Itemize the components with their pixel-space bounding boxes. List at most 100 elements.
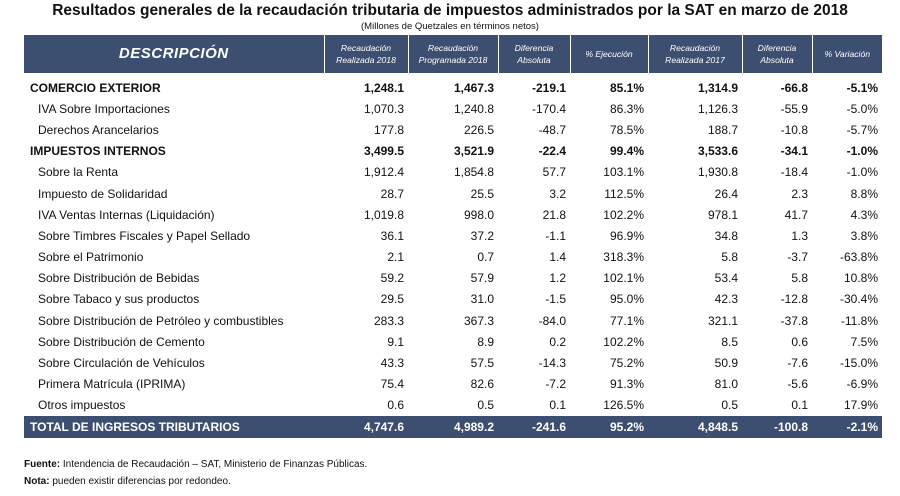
row-rec-2017: 26.4 bbox=[714, 186, 738, 201]
row-variacion: -30.4% bbox=[839, 292, 878, 307]
row-dif-1: -1.5 bbox=[545, 292, 566, 307]
row-dif-1: -14.3 bbox=[538, 356, 566, 371]
row-prog-2018: 367.3 bbox=[463, 313, 494, 328]
row-desc: Sobre Timbres Fiscales y Papel Sellado bbox=[38, 228, 251, 243]
row-desc: Sobre Distribución de Cemento bbox=[38, 334, 205, 349]
row-rec-2018: 1,248.1 bbox=[363, 80, 404, 95]
row-prog-2018: 57.5 bbox=[470, 356, 494, 371]
row-desc: Otros impuestos bbox=[38, 398, 126, 413]
rounding-note: Nota: pueden existir diferencias por red… bbox=[24, 476, 231, 487]
row-rec-2018: 2.1 bbox=[387, 250, 404, 265]
row-dif-2: -66.8 bbox=[780, 80, 808, 95]
row-prog-2018: 37.2 bbox=[470, 228, 494, 243]
header-descripcion: DESCRIPCIÓN bbox=[24, 35, 324, 73]
row-desc: Sobre la Renta bbox=[38, 165, 119, 180]
row-rec-2018: 283.3 bbox=[373, 313, 404, 328]
row-dif-2: 41.7 bbox=[784, 207, 808, 222]
row-dif-1: 0.1 bbox=[549, 398, 566, 413]
table-row: Sobre la Renta 1,912.4 1,854.8 57.7 103.1% 1,… bbox=[24, 162, 882, 183]
header-rec-2018: Recaudación Realizada 2018 bbox=[323, 35, 408, 73]
table-row: IVA Sobre Importaciones 1,070.3 1,240.8 -17… bbox=[24, 98, 882, 119]
row-ejecucion: 86.3% bbox=[609, 101, 644, 116]
row-rec-2017: 5.8 bbox=[721, 250, 738, 265]
total-row: TOTAL DE INGRESOS TRIBUTARIOS 4,747.6 4,… bbox=[24, 416, 882, 438]
row-ejecucion: 318.3% bbox=[603, 250, 644, 265]
table-row: COMERCIO EXTERIOR 1,248.1 1,467.3 -219.1 85.… bbox=[24, 73, 882, 98]
row-desc: COMERCIO EXTERIOR bbox=[30, 80, 161, 95]
header-prog-2018: Recaudación Programada 2018 bbox=[407, 35, 498, 73]
row-rec-2018: 36.1 bbox=[380, 228, 404, 243]
row-desc: IVA Sobre Importaciones bbox=[38, 101, 170, 116]
row-dif-2: 0.6 bbox=[791, 334, 808, 349]
row-prog-2018: 0.5 bbox=[477, 398, 494, 413]
row-variacion: -5.0% bbox=[846, 101, 878, 116]
row-prog-2018: 998.0 bbox=[463, 207, 494, 222]
row-rec-2018: 75.4 bbox=[380, 377, 404, 392]
row-dif-2: -37.8 bbox=[780, 313, 808, 328]
row-prog-2018: 82.6 bbox=[470, 377, 494, 392]
row-dif-2: 0.1 bbox=[791, 398, 808, 413]
total-desc: TOTAL DE INGRESOS TRIBUTARIOS bbox=[24, 416, 324, 438]
header-variacion: % Variación bbox=[811, 35, 882, 73]
row-variacion: -1.0% bbox=[846, 165, 878, 180]
row-rec-2017: 3,533.6 bbox=[697, 144, 738, 159]
row-desc: Primera Matrícula (IPRIMA) bbox=[38, 377, 186, 392]
row-ejecucion: 91.3% bbox=[609, 377, 644, 392]
row-dif-2: -18.4 bbox=[780, 165, 808, 180]
total-ejecucion: 95.2% bbox=[570, 416, 648, 438]
row-rec-2017: 321.1 bbox=[707, 313, 738, 328]
row-prog-2018: 1,854.8 bbox=[453, 165, 494, 180]
row-desc: Sobre Distribución de Bebidas bbox=[38, 271, 200, 286]
row-rec-2017: 1,314.9 bbox=[697, 80, 738, 95]
row-desc: Sobre Circulación de Vehículos bbox=[38, 356, 205, 371]
row-dif-1: -22.4 bbox=[538, 144, 566, 159]
row-prog-2018: 0.7 bbox=[477, 250, 494, 265]
table-row: Sobre Timbres Fiscales y Papel Sellado 36… bbox=[24, 225, 882, 246]
row-ejecucion: 78.5% bbox=[609, 122, 644, 137]
table-row: Impuesto de Solidaridad 28.7 25.5 3.2 112.5%… bbox=[24, 183, 882, 204]
header-rec-2017: Recaudación Realizada 2017 bbox=[647, 35, 742, 73]
row-desc: Sobre Distribución de Petróleo y combust… bbox=[38, 313, 284, 328]
row-dif-2: -34.1 bbox=[780, 144, 808, 159]
row-variacion: -6.9% bbox=[846, 377, 878, 392]
row-rec-2017: 53.4 bbox=[714, 271, 738, 286]
row-rec-2017: 42.3 bbox=[714, 292, 738, 307]
row-dif-1: -7.2 bbox=[545, 377, 566, 392]
table-row: Sobre Circulación de Vehículos 43.3 57.5 -1… bbox=[24, 352, 882, 373]
row-prog-2018: 25.5 bbox=[470, 186, 494, 201]
header-ejecucion: % Ejecución bbox=[569, 35, 648, 73]
row-rec-2017: 50.9 bbox=[714, 356, 738, 371]
total-dif-2: -100.8 bbox=[742, 416, 812, 438]
collection-table: DESCRIPCIÓN Recaudación Realizada 2018 Re… bbox=[24, 35, 882, 438]
row-dif-1: -219.1 bbox=[531, 80, 566, 95]
row-prog-2018: 1,240.8 bbox=[453, 101, 494, 116]
row-rec-2018: 29.5 bbox=[380, 292, 404, 307]
row-rec-2018: 43.3 bbox=[380, 356, 404, 371]
table-row: Sobre el Patrimonio 2.1 0.7 1.4 318.3% 5.8 -3.… bbox=[24, 247, 882, 268]
row-rec-2017: 34.8 bbox=[714, 228, 738, 243]
header-dif-abs-2: Diferencia Absoluta bbox=[741, 35, 812, 73]
row-dif-1: 21.8 bbox=[542, 207, 566, 222]
total-variacion: -2.1% bbox=[812, 416, 882, 438]
row-dif-1: -170.4 bbox=[531, 101, 566, 116]
row-rec-2018: 0.6 bbox=[387, 398, 404, 413]
row-dif-1: 1.2 bbox=[549, 271, 566, 286]
row-ejecucion: 102.1% bbox=[603, 271, 644, 286]
row-dif-1: 0.2 bbox=[549, 334, 566, 349]
table-row: Otros impuestos 0.6 0.5 0.1 126.5% 0.5 0.1 17.9… bbox=[24, 395, 882, 416]
row-ejecucion: 102.2% bbox=[603, 334, 644, 349]
row-rec-2018: 1,070.3 bbox=[363, 101, 404, 116]
row-rec-2018: 3,499.5 bbox=[363, 144, 404, 159]
total-rec-2018: 4,747.6 bbox=[324, 416, 408, 438]
row-prog-2018: 1,467.3 bbox=[453, 80, 494, 95]
page-title: Resultados generales de la recaudación t… bbox=[52, 2, 848, 19]
row-variacion: -1.0% bbox=[846, 144, 878, 159]
row-ejecucion: 85.1% bbox=[609, 80, 644, 95]
row-variacion: 10.8% bbox=[843, 271, 878, 286]
row-ejecucion: 103.1% bbox=[603, 165, 644, 180]
table-row: Sobre Distribución de Petróleo y combust… bbox=[24, 310, 882, 331]
row-variacion: -15.0% bbox=[839, 356, 878, 371]
row-dif-2: -12.8 bbox=[780, 292, 808, 307]
table-row: Sobre Distribución de Bebidas 59.2 57.9 1.2… bbox=[24, 268, 882, 289]
row-dif-1: 3.2 bbox=[549, 186, 566, 201]
